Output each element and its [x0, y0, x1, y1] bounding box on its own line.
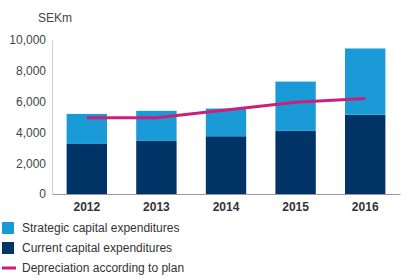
- x-tick: 2014: [213, 194, 240, 214]
- bar: [275, 82, 315, 131]
- x-tick: 2013: [143, 194, 170, 214]
- legend-label: Depreciation according to plan: [22, 261, 184, 275]
- y-tick-label: 6,000: [16, 95, 46, 109]
- bar: [136, 141, 176, 194]
- y-tick-label: 8,000: [16, 64, 46, 78]
- y-tick-label: 4,000: [16, 126, 46, 140]
- bar: [206, 136, 246, 194]
- bar: [345, 115, 385, 194]
- legend-swatch: [2, 222, 14, 234]
- y-tick: 6,000: [16, 95, 52, 109]
- x-tick: 2015: [282, 194, 309, 214]
- y-tick-label: 10,000: [9, 33, 46, 47]
- legend-item: Strategic capital expenditures: [2, 221, 179, 235]
- x-axis: 2012 2013 2014 2015 2016: [53, 194, 401, 214]
- x-tick-label: 2012: [73, 200, 100, 214]
- legend-item: Current capital expenditures: [2, 241, 172, 255]
- line: [87, 99, 365, 118]
- y-tick-label: 0: [39, 187, 46, 201]
- bar: [345, 48, 385, 114]
- bar: [275, 131, 315, 194]
- x-tick-label: 2015: [282, 200, 309, 214]
- plot-area: [67, 48, 386, 194]
- y-tick: 2,000: [16, 157, 52, 171]
- y-tick: 10,000: [9, 33, 52, 47]
- y-axis: 0 2,000 4,000 6,000 8,000 10,000: [9, 33, 52, 201]
- x-tick: 2016: [352, 194, 379, 214]
- y-tick: 4,000: [16, 126, 52, 140]
- legend-label: Strategic capital expenditures: [22, 221, 179, 235]
- y-axis-title: SEKm: [38, 11, 72, 25]
- x-tick-label: 2013: [143, 200, 170, 214]
- legend: Strategic capital expenditures Current ca…: [2, 221, 184, 275]
- x-tick-label: 2014: [213, 200, 240, 214]
- x-tick: 2012: [73, 194, 100, 214]
- legend-swatch: [2, 242, 14, 254]
- y-axis-line: [52, 41, 53, 195]
- y-tick: 8,000: [16, 64, 52, 78]
- bar-series: [67, 48, 386, 143]
- x-tick-label: 2016: [352, 200, 379, 214]
- y-tick-label: 2,000: [16, 157, 46, 171]
- x-axis-line: [53, 194, 401, 195]
- legend-label: Current capital expenditures: [22, 241, 172, 255]
- legend-item: Depreciation according to plan: [2, 261, 184, 275]
- bar: [67, 144, 107, 194]
- chart: 02,0004,0006,0008,00010,000SEKm201220132…: [0, 0, 402, 278]
- legend-swatch: [2, 267, 16, 270]
- y-tick: 0: [39, 187, 52, 201]
